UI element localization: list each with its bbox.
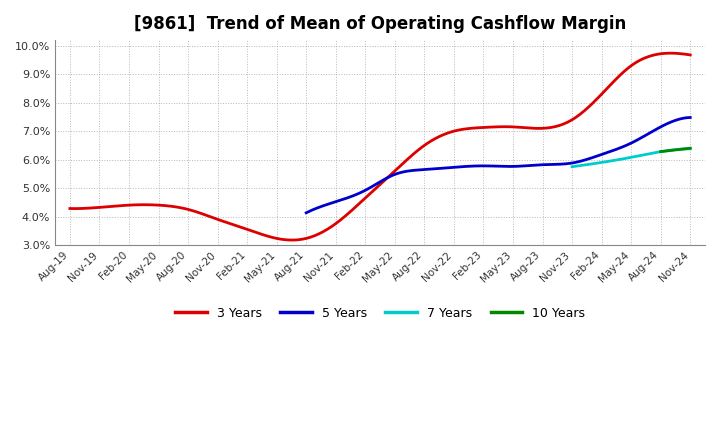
Legend: 3 Years, 5 Years, 7 Years, 10 Years: 3 Years, 5 Years, 7 Years, 10 Years xyxy=(171,302,590,325)
Title: [9861]  Trend of Mean of Operating Cashflow Margin: [9861] Trend of Mean of Operating Cashfl… xyxy=(134,15,626,33)
